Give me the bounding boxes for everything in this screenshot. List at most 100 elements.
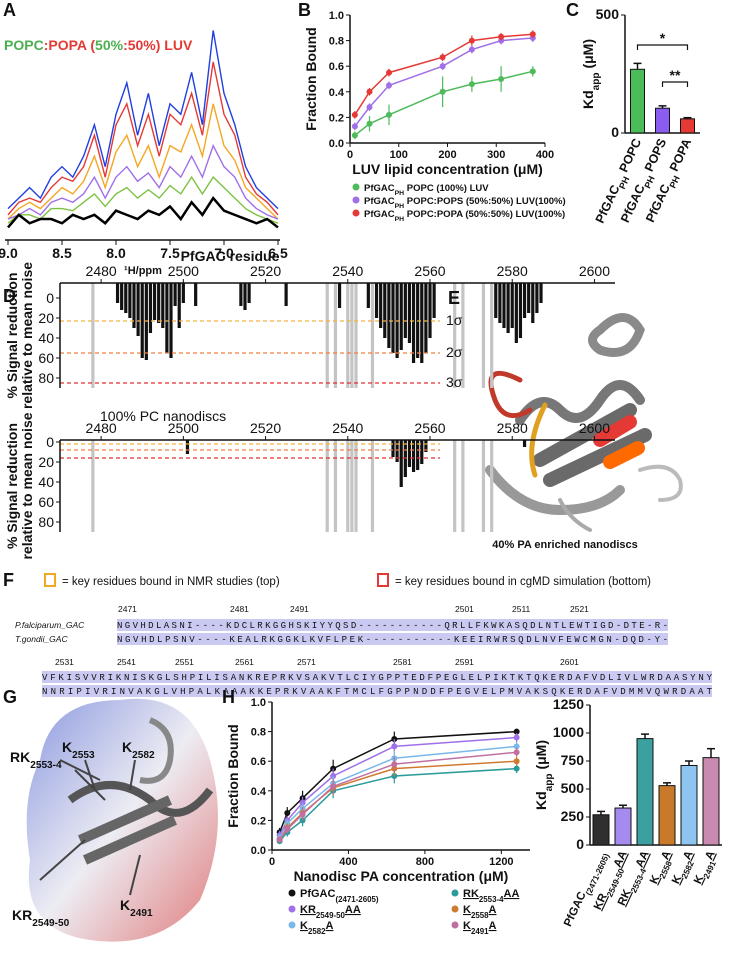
panel-label: H xyxy=(222,687,235,707)
conservation-shading xyxy=(117,633,668,645)
y-axis-label: % Signal reduction xyxy=(4,423,20,549)
data-point xyxy=(284,810,291,816)
data-point xyxy=(439,54,446,61)
panel-label: E xyxy=(448,288,460,308)
legend-box xyxy=(377,573,389,587)
spectrum xyxy=(7,143,279,220)
spectrum xyxy=(7,175,279,224)
unassigned-bar xyxy=(346,440,350,532)
y-tick-label: 0.8 xyxy=(251,727,266,739)
text-part: A xyxy=(489,904,497,916)
y-tick-label: 0 xyxy=(576,836,584,852)
helix xyxy=(588,313,645,357)
bar xyxy=(527,283,531,313)
bar xyxy=(173,283,177,306)
text-part: (μM) xyxy=(533,740,549,773)
text-part: 2491 xyxy=(701,859,717,880)
y-tick-label: 250 xyxy=(561,808,585,824)
unassigned-bar xyxy=(453,440,457,532)
bar xyxy=(502,283,506,328)
x-tick-label: K2491A xyxy=(692,849,721,887)
data-point xyxy=(468,37,475,44)
x-tick-label: 0 xyxy=(347,149,353,161)
fit-line xyxy=(354,33,533,116)
bar xyxy=(284,283,288,306)
residue-number: 2601 xyxy=(560,657,579,667)
unassigned-bar xyxy=(333,283,338,388)
bar xyxy=(124,283,128,313)
leader-line xyxy=(39,759,106,881)
bar xyxy=(531,283,535,323)
bar xyxy=(403,283,407,338)
conservation-shading xyxy=(117,619,668,631)
y-axis-label: Kdapp (μM) xyxy=(580,39,602,109)
panel-label: F xyxy=(3,570,14,590)
residue-number: 2531 xyxy=(55,657,74,667)
text-part: PfGAC xyxy=(562,890,589,929)
species-label: T.gondii_GAC xyxy=(15,634,68,644)
y-tick-label: 0.6 xyxy=(251,756,266,768)
bar xyxy=(424,440,428,452)
unassigned-bar xyxy=(325,283,329,388)
fit-line xyxy=(279,760,517,841)
text-part: A xyxy=(703,849,717,862)
residue-label: KR2549-50 xyxy=(12,907,70,929)
residue-label: K2491 xyxy=(120,897,153,919)
legend-label: PfGAC(2471-2605) xyxy=(300,888,379,904)
x-tick-label: 400 xyxy=(536,149,554,161)
unassigned-bar xyxy=(346,283,350,388)
y-tick-label: 0.2 xyxy=(251,815,266,827)
bar xyxy=(514,283,518,343)
bar xyxy=(374,283,379,318)
data-point xyxy=(513,758,520,765)
data-point xyxy=(498,76,505,82)
y-tick-label: 750 xyxy=(561,752,585,768)
x-tick-label: 6.5 xyxy=(268,245,288,261)
unassigned-bar xyxy=(453,283,457,388)
x-tick-label: 100 xyxy=(390,149,408,161)
threshold-label: 2σ xyxy=(446,344,463,360)
data-point xyxy=(351,111,358,118)
text-part: POPA xyxy=(665,136,694,176)
spectrum xyxy=(7,196,279,229)
species-label: P.falciparum_GAC xyxy=(15,620,85,630)
bar xyxy=(614,807,632,846)
text-part: K xyxy=(463,904,471,916)
y-tick-label: 1.0 xyxy=(329,10,344,22)
legend-label: PfGACPH POPC:POPS (50%:50%) LUV(100%) xyxy=(364,196,566,210)
bar xyxy=(506,283,510,333)
text-part: 2553-4 xyxy=(30,760,62,771)
bar xyxy=(395,440,399,462)
panel-label: G xyxy=(3,687,17,707)
panel-label: C xyxy=(566,0,579,20)
bar xyxy=(181,283,185,303)
x-tick-label: 2540 xyxy=(332,263,363,279)
y-tick-label: 40 xyxy=(38,330,54,346)
text-part: Kd xyxy=(580,90,596,109)
text-part: K xyxy=(463,920,471,932)
y-tick-label: 60 xyxy=(38,494,54,510)
bar xyxy=(379,283,383,328)
x-tick-label: 800 xyxy=(416,856,434,868)
data-point xyxy=(513,728,520,735)
x-tick-label: 2580 xyxy=(497,420,528,436)
bar xyxy=(157,283,161,323)
bar xyxy=(498,283,502,323)
text-part: 2582 xyxy=(132,750,155,761)
text-part: KR xyxy=(12,907,32,923)
unassigned-bar xyxy=(350,283,354,388)
x-tick-label: 8.5 xyxy=(52,245,72,261)
title-part: POPC xyxy=(4,37,44,53)
protein-cartoon xyxy=(485,313,683,532)
text-part: A xyxy=(681,849,695,862)
bar xyxy=(399,283,403,350)
bar xyxy=(169,283,173,358)
bar xyxy=(140,283,144,358)
fit-line xyxy=(278,730,517,833)
text-part: PH xyxy=(395,216,405,223)
bar xyxy=(243,283,247,310)
text-part: POPC:POPS (50%:50%) LUV(100%) xyxy=(404,196,566,207)
sequence: NGVHDLPSNV----KEALRKGGKLKVFLPEK---------… xyxy=(117,635,668,645)
x-axis-label: Nanodisc PA concentration (μM) xyxy=(294,868,509,884)
residue-number: 2501 xyxy=(455,604,474,614)
